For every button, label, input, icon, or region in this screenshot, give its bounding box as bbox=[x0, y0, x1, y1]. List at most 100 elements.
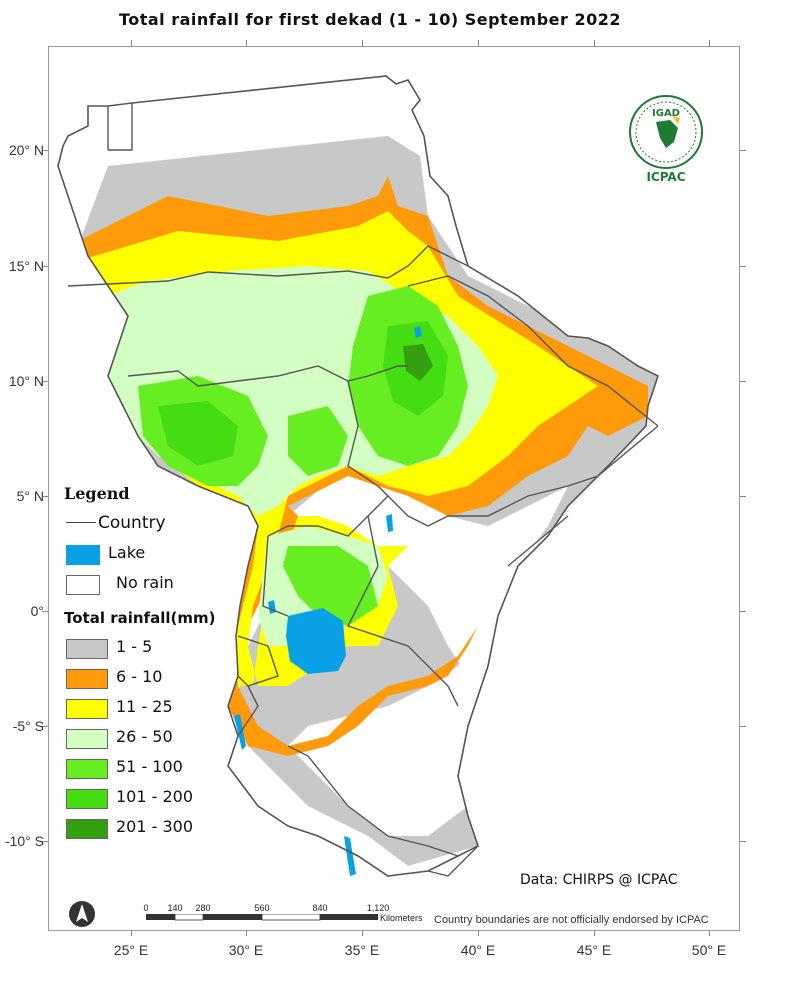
lon-label: 25° E bbox=[113, 942, 149, 958]
lon-label: 45° E bbox=[576, 942, 612, 958]
legend-row-lake: Lake bbox=[64, 541, 215, 571]
lat-tick-right bbox=[740, 266, 746, 267]
lat-label: 20° N bbox=[8, 142, 44, 158]
class-label: 26 - 50 bbox=[116, 727, 173, 746]
lon-label: 40° E bbox=[460, 942, 496, 958]
lat-tick-right bbox=[740, 150, 746, 151]
legend-title: Legend bbox=[64, 484, 130, 503]
lon-label: 50° E bbox=[691, 942, 727, 958]
class-swatch bbox=[66, 759, 108, 779]
class-swatch bbox=[66, 669, 108, 689]
legend-country-label: Country bbox=[98, 513, 166, 533]
north-arrow-icon bbox=[69, 901, 95, 927]
lon-tick bbox=[362, 930, 363, 936]
rain-class-101-200 bbox=[158, 401, 238, 466]
map-title: Total rainfall for first dekad (1 - 10) … bbox=[118, 10, 622, 29]
scale-label: 1,120 bbox=[366, 903, 390, 913]
scale-label: 280 bbox=[195, 903, 211, 913]
lat-tick bbox=[42, 841, 48, 842]
lon-tick bbox=[594, 930, 595, 936]
legend-row-class: 26 - 50 bbox=[64, 725, 215, 755]
lat-label: 10° N bbox=[8, 373, 44, 389]
class-label: 101 - 200 bbox=[116, 787, 194, 806]
class-swatch bbox=[66, 639, 108, 659]
lon-tick bbox=[478, 930, 479, 936]
lat-tick-right bbox=[740, 381, 746, 382]
legend-row-country: Country bbox=[64, 511, 215, 541]
legend-total-rainfall-title: Total rainfall(mm) bbox=[64, 609, 216, 627]
lat-tick-right bbox=[740, 841, 746, 842]
class-label: 6 - 10 bbox=[116, 667, 163, 686]
legend-row-class: 11 - 25 bbox=[64, 695, 215, 725]
scale-label: 840 bbox=[312, 903, 328, 913]
scale-label: 0 bbox=[143, 903, 149, 913]
lon-tick bbox=[131, 930, 132, 936]
lon-tick bbox=[709, 930, 710, 936]
scale-label: 140 bbox=[167, 903, 183, 913]
lat-tick bbox=[42, 381, 48, 382]
country-borders bbox=[67, 103, 659, 877]
class-swatch bbox=[66, 789, 108, 809]
country-outline bbox=[57, 75, 659, 877]
rainfall-fills bbox=[68, 136, 658, 866]
class-swatch bbox=[66, 699, 108, 719]
lon-tick-top bbox=[709, 40, 710, 46]
scale-bar: 0 140 280 560 840 1,120 Kilometers bbox=[140, 903, 440, 933]
country-line-swatch bbox=[66, 522, 96, 523]
class-label: 11 - 25 bbox=[116, 697, 173, 716]
lat-label: -5° S bbox=[12, 718, 44, 734]
lake-swatch bbox=[66, 545, 100, 565]
class-label: 201 - 300 bbox=[116, 817, 194, 836]
rain-class-51-100 bbox=[68, 286, 118, 326]
lon-label: 30° E bbox=[228, 942, 264, 958]
lon-label: 35° E bbox=[344, 942, 380, 958]
boundary-disclaimer: Country boundaries are not officially en… bbox=[434, 914, 709, 926]
legend-row-no-rain: No rain bbox=[64, 571, 215, 605]
scale-unit-label: Kilometers bbox=[380, 913, 423, 923]
legend-row-class: 101 - 200 bbox=[64, 785, 215, 815]
igad-logo: IGAD ICPAC bbox=[626, 92, 706, 187]
legend-row-class: 201 - 300 bbox=[64, 815, 215, 845]
logo-top-text: IGAD bbox=[652, 108, 680, 119]
lon-tick-top bbox=[362, 40, 363, 46]
class-swatch bbox=[66, 729, 108, 749]
lake-turkana bbox=[386, 514, 393, 532]
legend-no-rain-label: No rain bbox=[116, 573, 174, 592]
rain-class-51-100 bbox=[283, 546, 378, 626]
lat-tick bbox=[42, 496, 48, 497]
data-credit: Data: CHIRPS @ ICPAC bbox=[520, 872, 678, 888]
logo-bottom-text: ICPAC bbox=[646, 170, 686, 184]
legend-row-class: 51 - 100 bbox=[64, 755, 215, 785]
lat-label: -10° S bbox=[4, 833, 44, 849]
rain-class-51-100 bbox=[288, 406, 348, 476]
lon-tick-top bbox=[478, 40, 479, 46]
scale-bar-segments bbox=[146, 914, 378, 921]
lat-tick-right bbox=[740, 496, 746, 497]
lat-tick bbox=[42, 726, 48, 727]
lat-label: 0° bbox=[30, 603, 44, 619]
lat-tick bbox=[42, 611, 48, 612]
legend-row-class: 1 - 5 bbox=[64, 635, 215, 665]
lat-tick bbox=[42, 266, 48, 267]
lake-victoria bbox=[286, 608, 346, 674]
lon-tick-top bbox=[594, 40, 595, 46]
lat-label: 5° N bbox=[16, 488, 44, 504]
scale-label: 560 bbox=[254, 903, 270, 913]
lon-tick bbox=[246, 930, 247, 936]
legend: Legend Country Lake No rain Total rainfa… bbox=[64, 484, 215, 845]
class-label: 51 - 100 bbox=[116, 757, 183, 776]
lake-tana bbox=[414, 326, 422, 338]
rain-class-201-300 bbox=[403, 344, 433, 381]
class-label: 1 - 5 bbox=[116, 637, 153, 656]
lon-tick-top bbox=[246, 40, 247, 46]
no-rain-swatch bbox=[66, 575, 100, 595]
legend-lake-label: Lake bbox=[108, 543, 146, 562]
legend-row-class: 6 - 10 bbox=[64, 665, 215, 695]
rainfall-map bbox=[57, 75, 659, 877]
lat-tick-right bbox=[740, 726, 746, 727]
lake-malawi bbox=[344, 836, 356, 876]
lon-tick-top bbox=[131, 40, 132, 46]
class-swatch bbox=[66, 819, 108, 839]
lat-tick bbox=[42, 150, 48, 151]
